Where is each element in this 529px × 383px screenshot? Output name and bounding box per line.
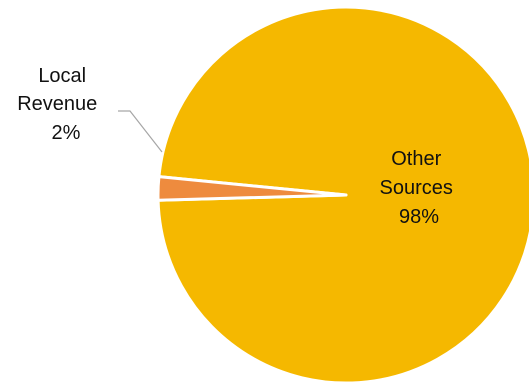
label-other-sources-line3: 98% — [399, 206, 439, 228]
pie-slices — [156, 5, 529, 383]
label-local-revenue-line3: 2% — [52, 122, 81, 144]
label-local-revenue-line2: Revenue — [17, 93, 97, 115]
pie-slice-other-sources — [156, 5, 529, 383]
label-local-revenue-line1: Local — [38, 65, 86, 87]
label-local-revenue: Local Revenue 2% — [17, 65, 103, 144]
label-other-sources-line1: Other — [391, 148, 441, 170]
label-other-sources: Other Sources 98% — [380, 148, 459, 228]
leader-line-local-revenue — [118, 110, 163, 153]
label-other-sources-line2: Sources — [380, 177, 453, 199]
pie-slice-local-revenue — [156, 175, 348, 202]
